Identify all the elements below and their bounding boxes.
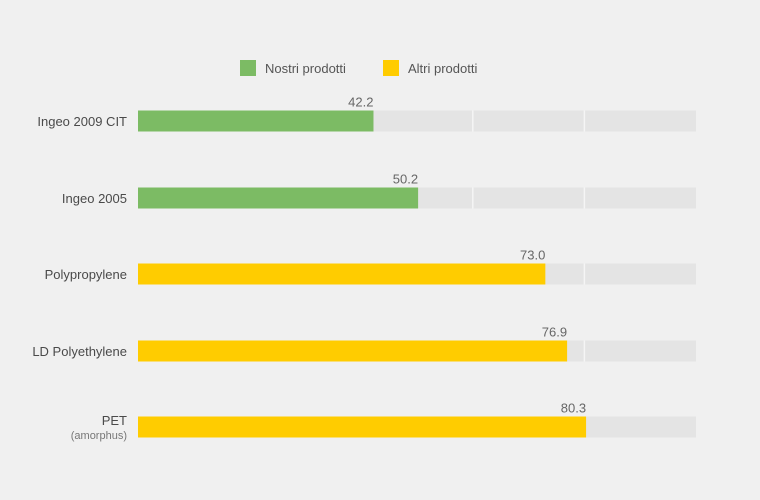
category-label: Ingeo 2009 CIT [37,114,127,129]
chart-rows: 42.2 Ingeo 2009 CIT 50.2 Ingeo 2005 73.0 Poly… [32,95,696,442]
category-label: Polypropylene [45,267,127,282]
value-label: 42.2 [348,95,373,110]
bar-ld-polyethylene [138,340,568,362]
legend-swatch-altri-prodotti [383,60,399,76]
value-label: 76.9 [542,325,567,340]
category-label: LD Polyethylene [32,344,127,359]
category-label: Ingeo 2005 [62,191,127,206]
value-label: 50.2 [393,172,418,187]
legend-label-nostri-prodotti: Nostri prodotti [265,61,346,76]
bar-row-pet: 80.3 PET (amorphus) [71,401,696,442]
legend-swatch-nostri-prodotti [240,60,256,76]
chart-legend: Nostri prodotti Altri prodotti [240,60,477,76]
bar-row-ld-polyethylene: 76.9 LD Polyethylene [32,325,696,362]
category-sublabel: (amorphus) [71,430,127,442]
legend-label-altri-prodotti: Altri prodotti [408,61,477,76]
category-label: PET [102,413,127,428]
value-label: 73.0 [520,248,545,263]
bar-row-ingeo-2009-cit: 42.2 Ingeo 2009 CIT [37,95,696,132]
bar-polypropylene [138,263,546,285]
bar-row-polypropylene: 73.0 Polypropylene [45,248,696,285]
bar-row-ingeo-2005: 50.2 Ingeo 2005 [62,172,696,209]
bar-ingeo-2009-cit [138,110,374,132]
bar-ingeo-2005 [138,187,419,209]
value-label: 80.3 [561,401,586,416]
bar-pet [138,416,587,438]
